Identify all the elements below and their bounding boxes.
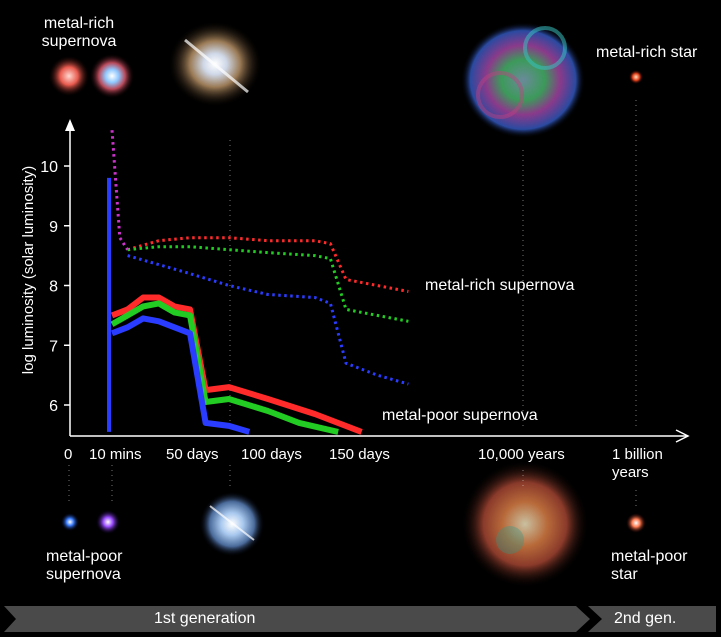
metal-rich-star-icon	[49, 56, 89, 96]
metal-rich-supernova-icon	[90, 54, 134, 98]
series-metal-poor-red-4	[110, 294, 363, 435]
label-metal-poor-supernova-bottom: metal-poor supernova	[46, 548, 123, 583]
series-layer	[107, 130, 409, 435]
y-tick-label: 9	[49, 219, 58, 236]
x-tick-0: 0	[64, 446, 73, 463]
time-guides	[68, 100, 637, 510]
generation-1-label: 1st generation	[154, 610, 256, 627]
series-metal-rich-blue-2	[127, 254, 409, 386]
generation-timeline-shape	[4, 606, 716, 632]
y-axis-arrow	[65, 119, 75, 131]
series-metal-rich-green-1	[127, 245, 409, 323]
x-tick-50-days: 50 days	[166, 446, 219, 463]
y-tick-label: 7	[49, 338, 58, 355]
label-metal-rich-supernova-top: metal-rich supernova	[41, 15, 117, 50]
x-tick-10-mins: 10 mins	[89, 446, 142, 463]
label-metal-poor-star: metal-poor star	[611, 548, 688, 583]
series-metal-poor-green-5	[110, 300, 339, 435]
series-metal-rich-magenta-3	[110, 130, 129, 251]
series-metal-rich-red-0	[127, 236, 409, 293]
supernova-remnant-bottom-image	[200, 492, 264, 556]
metal-poor-supernova-icon	[96, 510, 120, 534]
x-tick-100-days: 100 days	[241, 446, 302, 463]
x-axis-arrow	[675, 429, 690, 443]
metal-poor-nebula-image	[461, 460, 589, 588]
metal-rich-star-small-icon	[629, 70, 643, 84]
series-label-metal-rich: metal-rich supernova	[425, 277, 575, 294]
y-tick-label: 8	[49, 279, 58, 296]
axes	[65, 119, 690, 443]
generation-timeline: 1st generation 2nd gen.	[4, 604, 716, 634]
y-tick-label: 6	[49, 398, 58, 415]
series-metal-poor-blue-6	[110, 315, 251, 435]
series-label-metal-poor: metal-poor supernova	[382, 407, 538, 424]
label-metal-rich-star: metal-rich star	[596, 44, 698, 61]
supernova-remnant-top-image	[169, 22, 261, 106]
y-axis-title: log luminosity (solar luminosity)	[20, 165, 37, 375]
y-ticks: 6 7 8 9 10	[40, 159, 70, 415]
metal-poor-star-icon	[61, 513, 79, 531]
x-tick-10000-years: 10,000 years	[478, 446, 565, 463]
x-tick-150-days: 150 days	[329, 446, 390, 463]
y-tick-label: 10	[40, 159, 58, 176]
metal-rich-nebula-image	[461, 22, 585, 138]
metal-poor-star-small-icon	[626, 513, 646, 533]
x-tick-1-billion-years: 1 billion years	[612, 446, 663, 481]
generation-2-label: 2nd gen.	[614, 610, 677, 627]
